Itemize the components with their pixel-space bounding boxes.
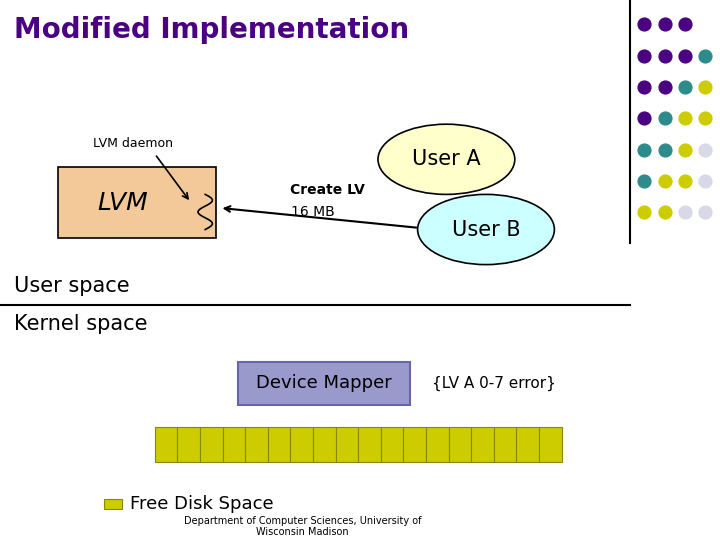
FancyBboxPatch shape	[426, 427, 449, 462]
Point	[639, 208, 650, 217]
Point	[639, 83, 650, 91]
FancyBboxPatch shape	[358, 427, 381, 462]
Point	[659, 208, 670, 217]
FancyBboxPatch shape	[403, 427, 426, 462]
Text: User space: User space	[14, 276, 130, 296]
Text: Free Disk Space: Free Disk Space	[130, 495, 273, 513]
Point	[679, 20, 690, 29]
Point	[659, 20, 670, 29]
Text: LVM: LVM	[97, 191, 148, 214]
FancyBboxPatch shape	[539, 427, 562, 462]
Ellipse shape	[378, 124, 515, 194]
FancyBboxPatch shape	[246, 427, 268, 462]
FancyBboxPatch shape	[313, 427, 336, 462]
Point	[659, 177, 670, 185]
Text: Department of Computer Sciences, University of
Wisconsin Madison: Department of Computer Sciences, Univers…	[184, 516, 421, 537]
FancyBboxPatch shape	[336, 427, 358, 462]
FancyBboxPatch shape	[516, 427, 539, 462]
Point	[639, 177, 650, 185]
Text: 16 MB: 16 MB	[292, 205, 335, 219]
FancyBboxPatch shape	[238, 362, 410, 405]
FancyBboxPatch shape	[381, 427, 403, 462]
Point	[639, 20, 650, 29]
FancyBboxPatch shape	[200, 427, 222, 462]
Text: LVM daemon: LVM daemon	[93, 137, 174, 150]
Text: Kernel space: Kernel space	[14, 314, 148, 334]
Point	[699, 51, 711, 60]
Text: Modified Implementation: Modified Implementation	[14, 16, 410, 44]
Text: Device Mapper: Device Mapper	[256, 374, 392, 393]
Point	[679, 145, 690, 154]
Point	[679, 51, 690, 60]
Point	[699, 145, 711, 154]
Point	[679, 114, 690, 123]
Ellipse shape	[418, 194, 554, 265]
Point	[699, 177, 711, 185]
Point	[699, 208, 711, 217]
Point	[639, 145, 650, 154]
Point	[699, 83, 711, 91]
Point	[659, 51, 670, 60]
Text: Create LV: Create LV	[290, 183, 365, 197]
FancyBboxPatch shape	[494, 427, 516, 462]
Text: {LV A 0-7 error}: {LV A 0-7 error}	[432, 376, 556, 391]
Point	[659, 114, 670, 123]
Point	[679, 177, 690, 185]
FancyBboxPatch shape	[268, 427, 290, 462]
FancyBboxPatch shape	[155, 427, 177, 462]
Point	[639, 51, 650, 60]
FancyBboxPatch shape	[471, 427, 494, 462]
Point	[679, 83, 690, 91]
FancyBboxPatch shape	[449, 427, 471, 462]
FancyBboxPatch shape	[104, 499, 122, 509]
FancyBboxPatch shape	[290, 427, 313, 462]
Text: User A: User A	[412, 149, 481, 170]
Point	[639, 114, 650, 123]
Point	[699, 114, 711, 123]
FancyBboxPatch shape	[177, 427, 200, 462]
FancyBboxPatch shape	[222, 427, 246, 462]
FancyBboxPatch shape	[58, 167, 216, 238]
Point	[659, 145, 670, 154]
Point	[659, 83, 670, 91]
Text: User B: User B	[451, 219, 521, 240]
Point	[679, 208, 690, 217]
